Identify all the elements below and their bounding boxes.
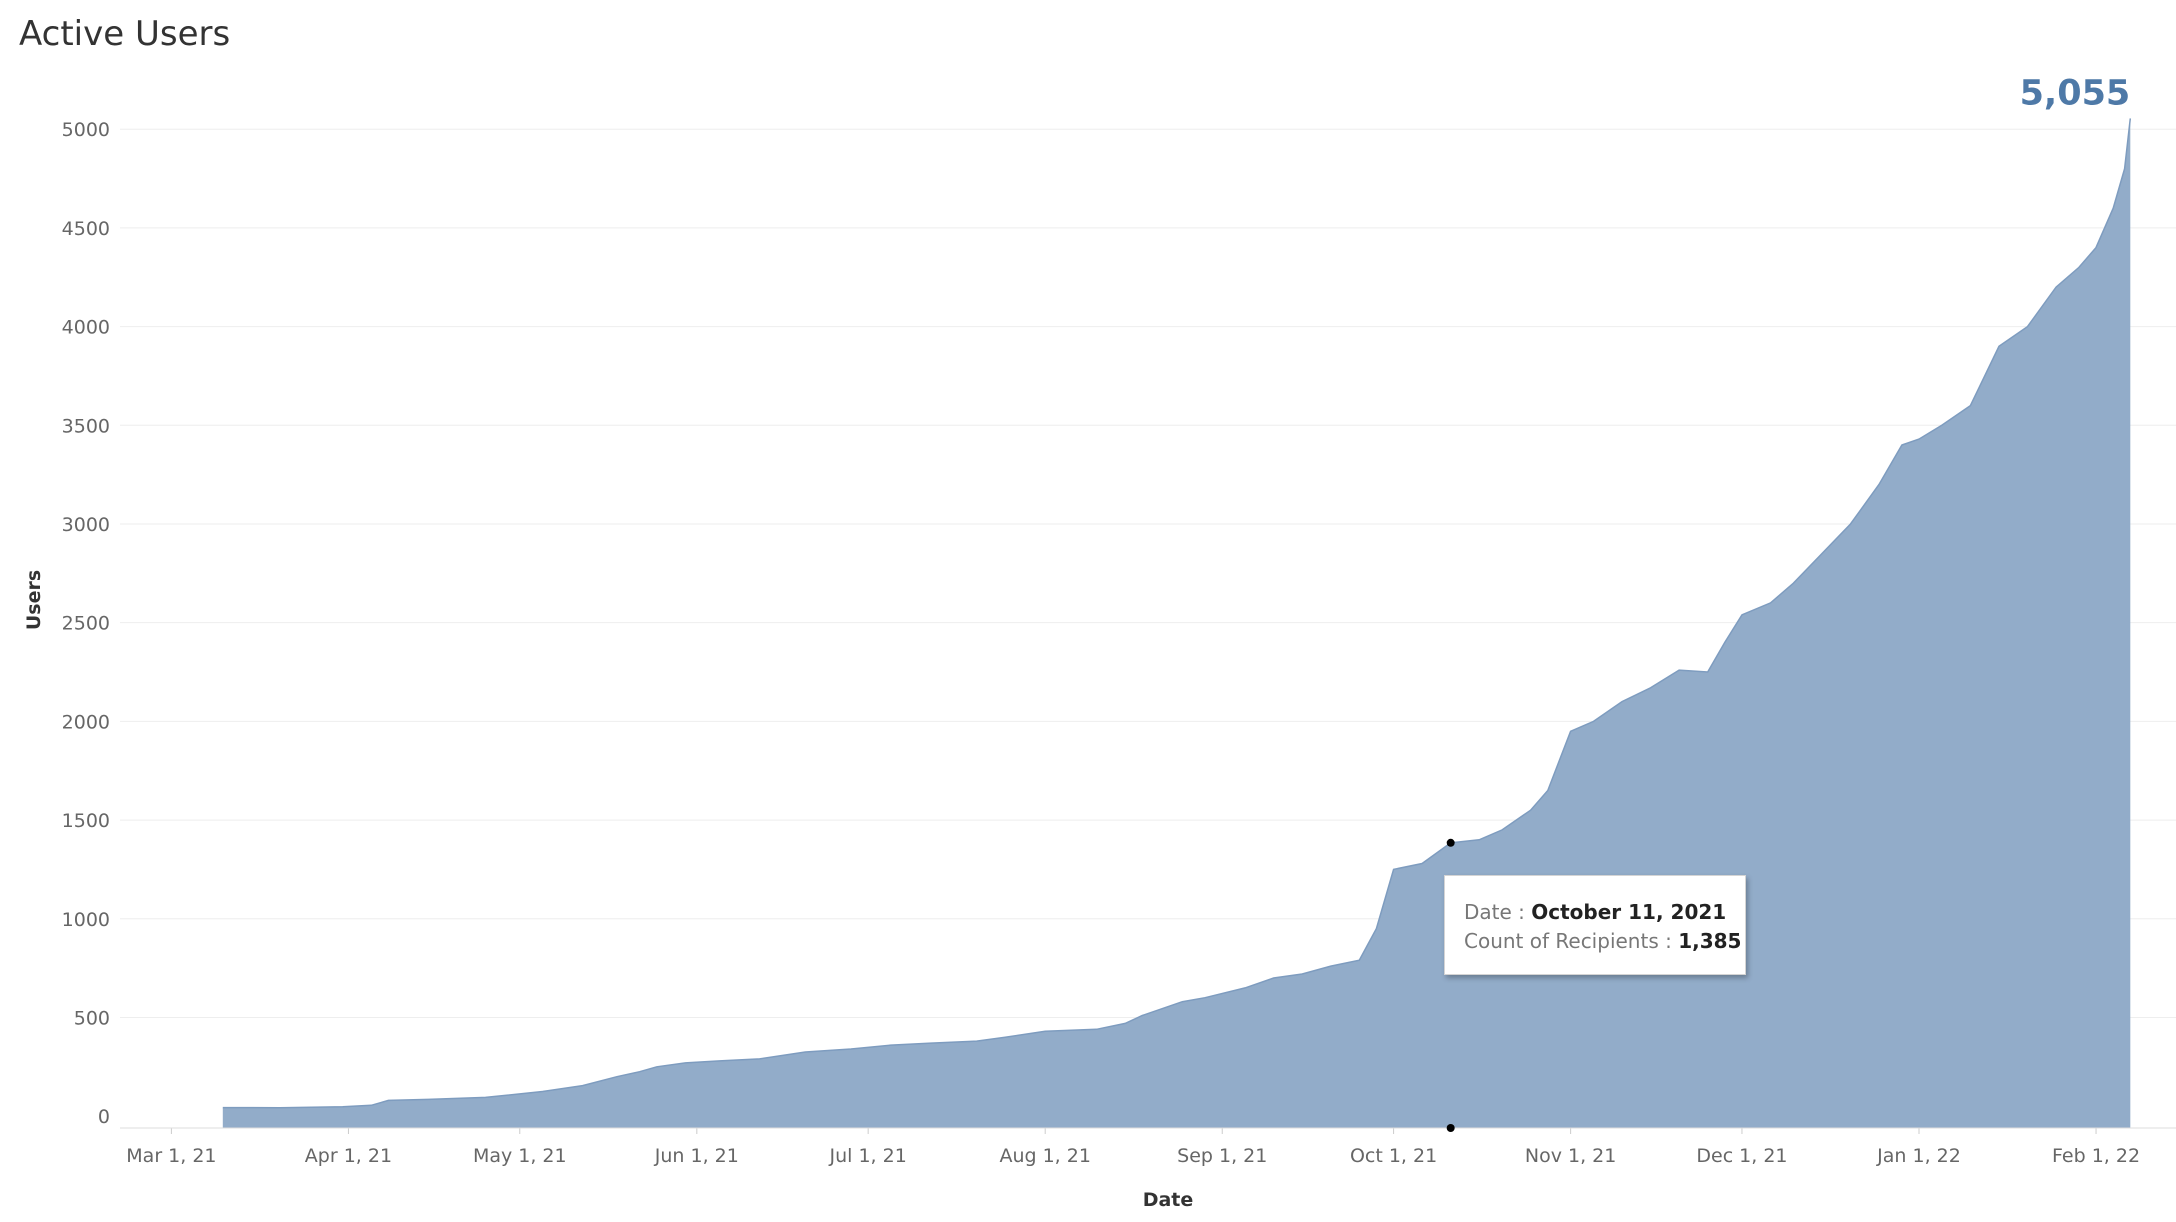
hover-axis-marker <box>1446 1124 1455 1132</box>
tooltip-date-value: October 11, 2021 <box>1531 900 1727 924</box>
y-tick-label: 1000 <box>62 909 110 931</box>
x-axis-ticks: Mar 1, 21 Apr 1, 21 May 1, 21 Jun 1, 21 Jul … <box>126 1128 2140 1167</box>
y-axis-title: Users <box>23 570 45 630</box>
x-tick-label: Apr 1, 21 <box>305 1145 392 1167</box>
x-tick-label: Oct 1, 21 <box>1350 1145 1437 1167</box>
tooltip-count-value: 1,385 <box>1678 929 1742 953</box>
x-axis-title: Date <box>1143 1189 1194 1211</box>
x-tick-label: Aug 1, 21 <box>999 1145 1090 1167</box>
y-tick-label: 3000 <box>62 514 110 536</box>
tooltip-date-row: Date : October 11, 2021 <box>1464 898 1745 927</box>
y-tick-label: 5000 <box>62 119 110 141</box>
area-fill[interactable] <box>222 118 2131 1128</box>
x-tick-label: Jul 1, 21 <box>828 1145 906 1167</box>
area-series[interactable] <box>222 118 2132 1128</box>
hover-point-marker <box>1446 838 1455 847</box>
x-tick-label: Jun 1, 21 <box>654 1145 739 1167</box>
tooltip: Date : October 11, 2021 Count of Recipie… <box>1444 875 1746 975</box>
y-tick-label: 4500 <box>62 218 110 240</box>
y-tick-label: 500 <box>74 1007 110 1029</box>
y-tick-label: 0 <box>98 1106 110 1128</box>
y-tick-label: 2000 <box>62 711 110 733</box>
hover-markers <box>1446 838 1455 1132</box>
x-tick-label: Feb 1, 22 <box>2052 1145 2140 1167</box>
y-tick-label: 3500 <box>62 415 110 437</box>
y-tick-label: 2500 <box>62 613 110 635</box>
tooltip-date-label: Date : <box>1464 900 1525 924</box>
y-tick-label: 1500 <box>62 810 110 832</box>
chart-title: Active Users <box>19 14 231 54</box>
tooltip-count-row: Count of Recipients : 1,385 <box>1464 927 1745 956</box>
y-tick-label: 4000 <box>62 317 110 339</box>
x-tick-label: Sep 1, 21 <box>1177 1145 1267 1167</box>
x-tick-label: Mar 1, 21 <box>126 1145 216 1167</box>
x-tick-label: Dec 1, 21 <box>1696 1145 1787 1167</box>
x-tick-label: May 1, 21 <box>473 1145 567 1167</box>
x-tick-label: Jan 1, 22 <box>1876 1145 1961 1167</box>
end-value-label: 5,055 <box>2020 73 2131 113</box>
area-line <box>222 118 2132 1109</box>
tooltip-count-label: Count of Recipients : <box>1464 929 1672 953</box>
x-tick-label: Nov 1, 21 <box>1525 1145 1616 1167</box>
